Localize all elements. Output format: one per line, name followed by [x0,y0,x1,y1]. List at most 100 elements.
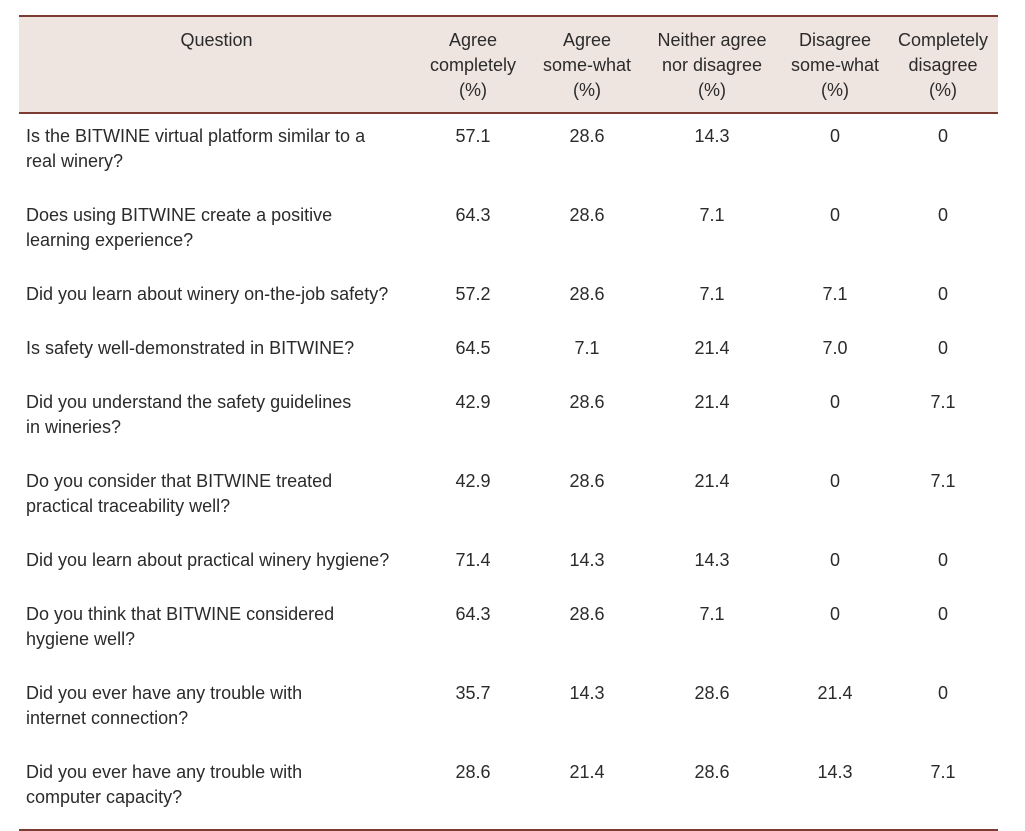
question-text-line: Do you think that BITWINE considered [26,604,335,624]
header-completely-disagree: Completely disagree (%) [888,15,998,114]
table-row: Did you learn about winery on-the-job sa… [19,272,998,326]
percent-value-cell: 28.6 [569,392,605,412]
survey-results-table-container: Question Agree completely (%) Agree some-what… [19,15,998,831]
table-row: Does using BITWINE create a positive lear… [19,193,998,272]
percent-value-cell: 21.4 [694,392,730,412]
header-line: Question [180,30,253,50]
survey-results-table: Question Agree completely (%) Agree some-what… [19,15,998,831]
percent-value-cell: 0 [829,205,840,225]
percent-value-cell: 64.3 [455,205,491,225]
question-cell: Is the BITWINE virtual platform similar … [19,113,414,193]
question-cell: Did you ever have any trouble with intern… [19,671,414,750]
table-header: Question Agree completely (%) Agree some-what… [19,15,998,114]
question-cell: Did you ever have any trouble with comput… [19,750,414,831]
header-neither: Neither agree nor disagree (%) [642,15,782,114]
percent-value-cell: 21.4 [694,471,730,491]
percent-value-cell: 0 [937,604,948,624]
percent-value-cell: 57.2 [455,284,491,304]
header-line: some-what [542,55,632,75]
question-text-line: Do you consider that BITWINE treated [26,471,333,491]
percent-value-cell: 7.1 [699,205,725,225]
header-question: Question [19,15,414,114]
percent-value-cell: 0 [937,284,948,304]
table-row: Did you ever have any trouble with intern… [19,671,998,750]
question-cell: Do you think that BITWINE considered hygi… [19,592,414,671]
percent-value-cell: 0 [937,205,948,225]
percent-value-cell: 7.1 [699,284,725,304]
percent-value-cell: 28.6 [569,284,605,304]
percent-value-cell: 42.9 [455,471,491,491]
question-text-line: Did you learn about winery on-the-job sa… [26,284,389,304]
header-line: some-what [790,55,880,75]
header-line: nor disagree [661,55,763,75]
question-text-line: Is the BITWINE virtual platform similar … [26,126,366,146]
header-line: disagree [908,55,978,75]
percent-value-cell: 28.6 [569,471,605,491]
question-text-line: Does using BITWINE create a positive [26,205,333,225]
header-line: (%) [929,80,957,100]
table-row: Did you understand the safety guidelines… [19,380,998,459]
question-text-line: Is safety well-demonstrated in BITWINE? [26,338,355,358]
question-text-line: Did you ever have any trouble with [26,683,303,703]
question-text-line: computer capacity? [26,787,183,807]
header-agree-completely: Agree completely (%) [414,15,532,114]
percent-value-cell: 7.0 [822,338,848,358]
percent-value-cell: 0 [829,471,840,491]
percent-value-cell: 14.3 [694,126,730,146]
percent-value-cell: 28.6 [694,683,730,703]
percent-value-cell: 57.1 [455,126,491,146]
percent-value-cell: 7.1 [888,750,998,831]
percent-value-cell: 28.6 [569,604,605,624]
percent-value-cell: 0 [937,550,948,570]
question-cell: Does using BITWINE create a positive lear… [19,193,414,272]
header-disagree-somewhat: Disagree some-what (%) [782,15,888,114]
header-line: (%) [459,80,487,100]
header-line: (%) [821,80,849,100]
percent-value-cell: 14.3 [782,750,888,831]
table-row: Do you think that BITWINE considered hygi… [19,592,998,671]
question-text-line: real winery? [26,151,124,171]
percent-value-cell: 28.6 [569,205,605,225]
percent-value-cell: 28.6 [569,126,605,146]
percent-value-cell: 0 [937,683,948,703]
header-agree-somewhat: Agree some-what (%) [532,15,642,114]
question-text-line: in wineries? [26,417,122,437]
table-row: Is the BITWINE virtual platform similar … [19,113,998,193]
percent-value-cell: 64.5 [455,338,491,358]
percent-value-cell: 7.1 [930,392,956,412]
question-cell: Did you learn about winery on-the-job sa… [19,272,414,326]
header-line: completely [429,55,517,75]
percent-value-cell: 14.3 [569,683,605,703]
header-line: (%) [698,80,726,100]
percent-value-cell: 28.6 [642,750,782,831]
percent-value-cell: 42.9 [455,392,491,412]
percent-value-cell: 21.4 [817,683,853,703]
table-row: Do you consider that BITWINE treated prac… [19,459,998,538]
question-text-line: hygiene well? [26,629,136,649]
percent-value-cell: 7.1 [574,338,600,358]
question-text-line: Did you understand the safety guidelines [26,392,352,412]
question-text-line: Did you ever have any trouble with [26,762,303,782]
question-cell: Did you understand the safety guidelines… [19,380,414,459]
percent-value-cell: 7.1 [699,604,725,624]
percent-value-cell: 7.1 [822,284,848,304]
percent-value-cell: 35.7 [455,683,491,703]
percent-value-cell: 14.3 [569,550,605,570]
percent-value-cell: 64.3 [455,604,491,624]
table-row: Did you learn about practical winery hyg… [19,538,998,592]
table-row: Is safety well-demonstrated in BITWINE? 6… [19,326,998,380]
percent-value-cell: 0 [937,338,948,358]
header-line: (%) [573,80,601,100]
question-cell: Did you learn about practical winery hyg… [19,538,414,592]
percent-value-cell: 0 [937,126,948,146]
percent-value-cell: 7.1 [930,471,956,491]
question-text-line: Did you learn about practical winery hyg… [26,550,390,570]
question-text-line: learning experience? [26,230,194,250]
percent-value-cell: 21.4 [694,338,730,358]
header-line: Completely [897,30,989,50]
percent-value-cell: 71.4 [455,550,491,570]
question-cell: Is safety well-demonstrated in BITWINE? [19,326,414,380]
header-line: Disagree [798,30,872,50]
percent-value-cell: 0 [829,604,840,624]
header-line: Agree [448,30,498,50]
